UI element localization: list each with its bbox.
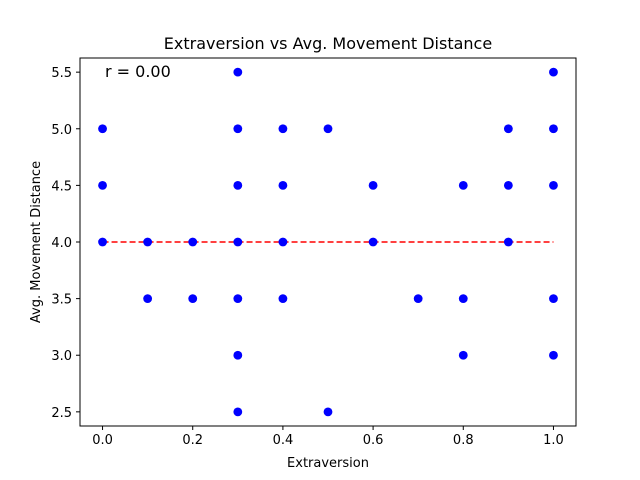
scatter-point xyxy=(549,67,558,77)
y-tick-label: 4.5 xyxy=(51,179,72,194)
scatter-point xyxy=(233,180,243,190)
scatter-point xyxy=(458,350,468,360)
x-tick-label: 0.6 xyxy=(363,433,384,448)
scatter-point xyxy=(323,124,333,134)
y-tick-label: 4.0 xyxy=(51,236,72,251)
scatter-point xyxy=(503,180,513,190)
scatter-point xyxy=(458,294,468,304)
x-tick-label: 0.4 xyxy=(273,433,294,448)
scatter-point xyxy=(98,124,107,134)
scatter-point xyxy=(143,237,153,247)
x-tick-label: 1.0 xyxy=(543,433,564,448)
scatter-point xyxy=(278,124,288,134)
x-tick-label: 0.2 xyxy=(182,433,203,448)
points-layer xyxy=(98,67,558,417)
y-axis-ticks: 2.5 3.0 3.5 4.0 4.5 5.0 5.5 xyxy=(51,66,80,421)
scatter-point xyxy=(278,294,288,304)
scatter-point xyxy=(549,124,558,134)
y-tick-label: 5.0 xyxy=(51,123,72,138)
scatter-point xyxy=(549,294,558,304)
scatter-point xyxy=(368,180,378,190)
y-tick-label: 2.5 xyxy=(51,406,72,421)
scatter-point xyxy=(98,180,107,190)
scatter-point xyxy=(278,180,288,190)
scatter-point xyxy=(278,237,288,247)
scatter-point xyxy=(233,124,243,134)
scatter-point xyxy=(233,67,243,77)
scatter-point xyxy=(233,407,243,417)
scatter-point xyxy=(503,124,513,134)
y-tick-label: 3.0 xyxy=(51,349,72,364)
scatter-point xyxy=(368,237,378,247)
scatter-point xyxy=(188,237,198,247)
correlation-annotation: r = 0.00 xyxy=(105,62,171,81)
scatter-point xyxy=(458,180,468,190)
x-tick-label: 0.8 xyxy=(453,433,474,448)
scatter-point xyxy=(323,407,333,417)
scatter-point xyxy=(233,350,243,360)
scatter-point xyxy=(549,180,558,190)
x-axis-ticks: 0.0 0.2 0.4 0.6 0.8 1.0 xyxy=(92,426,564,448)
scatter-point xyxy=(188,294,198,304)
scatter-point xyxy=(233,237,243,247)
y-tick-label: 3.5 xyxy=(51,293,72,308)
scatter-point xyxy=(143,294,153,304)
scatter-point xyxy=(503,237,513,247)
x-tick-label: 0.0 xyxy=(92,433,113,448)
x-axis-label: Extraversion xyxy=(287,456,369,471)
y-tick-label: 5.5 xyxy=(51,66,72,81)
y-axis-label: Avg. Movement Distance xyxy=(29,161,44,323)
scatter-point xyxy=(549,350,558,360)
scatter-point xyxy=(413,294,423,304)
scatter-point xyxy=(233,294,243,304)
chart-title: Extraversion vs Avg. Movement Distance xyxy=(164,34,492,53)
scatter-point xyxy=(98,237,107,247)
